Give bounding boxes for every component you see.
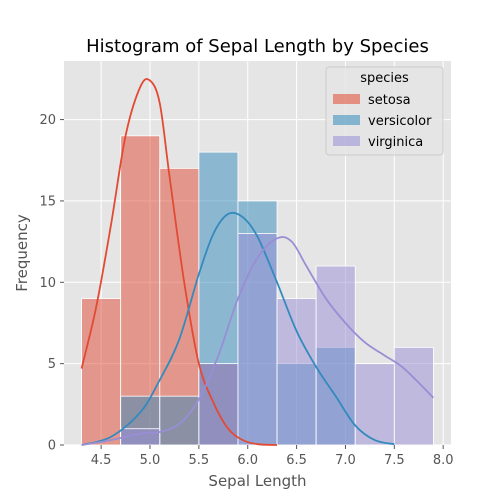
kde-line-virginica bbox=[81, 236, 435, 446]
legend-items: setosa versicolor virginica bbox=[333, 93, 432, 150]
x-tick-label: 4.5 bbox=[91, 453, 112, 468]
x-tick-label: 7.5 bbox=[384, 453, 405, 468]
bars-layer bbox=[81, 135, 434, 446]
bar-versicolor bbox=[159, 395, 200, 446]
y-tick-label: 5 bbox=[48, 357, 56, 372]
legend-swatch-versicolor bbox=[333, 115, 360, 125]
legend-label-setosa: setosa bbox=[368, 93, 411, 108]
y-axis-label: Frequency bbox=[13, 214, 31, 292]
y-tick-label: 20 bbox=[39, 113, 56, 128]
bar-virginica bbox=[354, 363, 395, 446]
kde-layer bbox=[80, 78, 435, 446]
x-tick-label: 5.5 bbox=[189, 453, 210, 468]
chart-title: Histogram of Sepal Length by Species bbox=[86, 36, 429, 57]
x-tick-label: 6.5 bbox=[286, 453, 307, 468]
x-tick-label: 6.0 bbox=[237, 453, 258, 468]
legend-label-versicolor: versicolor bbox=[368, 114, 432, 129]
legend-title: species bbox=[360, 71, 409, 86]
x-tick-label: 8.0 bbox=[433, 453, 454, 468]
x-tick-label: 5.0 bbox=[140, 453, 161, 468]
ticks-layer: 4.5 5.0 5.5 6.0 6.5 7.0 7.5 8.0 0 5 10 15 20 bbox=[39, 113, 453, 468]
y-tick-label: 15 bbox=[39, 194, 56, 209]
legend-box bbox=[325, 66, 444, 156]
bar-virginica bbox=[276, 298, 317, 446]
bar-setosa bbox=[81, 298, 122, 446]
x-tick-label: 7.0 bbox=[335, 453, 356, 468]
legend-label-virginica: virginica bbox=[368, 135, 423, 150]
x-axis-label: Sepal Length bbox=[208, 472, 306, 490]
bar-virginica bbox=[393, 346, 434, 446]
kde-line-setosa bbox=[80, 78, 278, 446]
y-tick-label: 0 bbox=[48, 439, 56, 454]
legend: species setosa versicolor virginica bbox=[325, 66, 444, 156]
bar-virginica bbox=[237, 233, 278, 446]
kde-line-versicolor bbox=[81, 211, 395, 446]
legend-swatch-virginica bbox=[333, 136, 360, 146]
legend-swatch-setosa bbox=[333, 94, 360, 104]
y-tick-label: 10 bbox=[39, 276, 56, 291]
